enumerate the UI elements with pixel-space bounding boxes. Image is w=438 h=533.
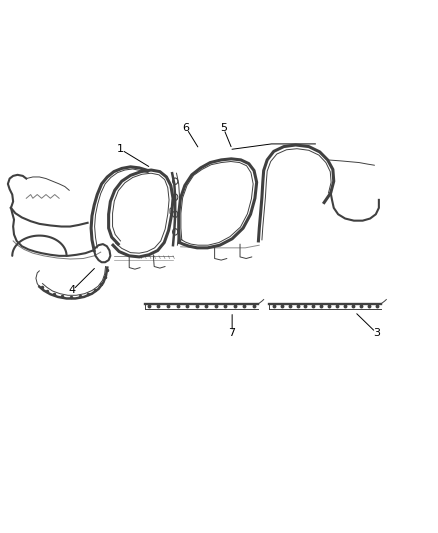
Text: 5: 5 bbox=[220, 123, 227, 133]
Text: 1: 1 bbox=[117, 144, 124, 154]
Text: 6: 6 bbox=[183, 123, 190, 133]
Text: 3: 3 bbox=[373, 328, 380, 338]
Text: 7: 7 bbox=[229, 328, 236, 338]
Text: 4: 4 bbox=[69, 286, 76, 295]
